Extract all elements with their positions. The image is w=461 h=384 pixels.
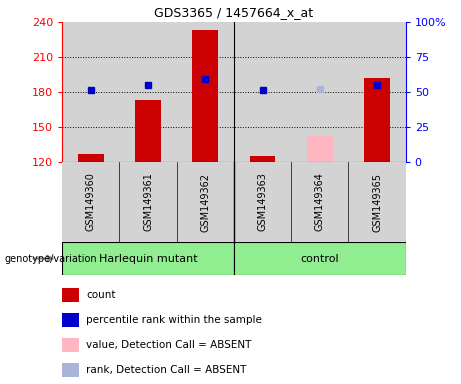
Bar <box>62 242 234 275</box>
Text: control: control <box>301 253 339 263</box>
Title: GDS3365 / 1457664_x_at: GDS3365 / 1457664_x_at <box>154 7 313 20</box>
Text: Harlequin mutant: Harlequin mutant <box>99 253 197 263</box>
Bar <box>234 242 406 275</box>
Text: GSM149364: GSM149364 <box>315 172 325 232</box>
Text: GSM149363: GSM149363 <box>258 172 267 232</box>
Bar <box>119 22 177 162</box>
Bar <box>62 313 79 327</box>
Text: rank, Detection Call = ABSENT: rank, Detection Call = ABSENT <box>86 365 247 375</box>
Bar <box>291 162 349 242</box>
Text: genotype/variation: genotype/variation <box>5 253 97 263</box>
Bar <box>349 22 406 162</box>
Bar <box>192 30 218 162</box>
Bar <box>62 22 119 162</box>
Text: GSM149360: GSM149360 <box>86 172 96 232</box>
Bar <box>234 22 291 162</box>
Text: GSM149361: GSM149361 <box>143 172 153 232</box>
Bar <box>119 162 177 242</box>
Text: count: count <box>86 290 116 300</box>
Bar <box>62 288 79 302</box>
Text: percentile rank within the sample: percentile rank within the sample <box>86 315 262 325</box>
Bar <box>349 162 406 242</box>
Bar <box>291 22 349 162</box>
Bar <box>250 156 276 162</box>
Bar <box>135 100 161 162</box>
Text: GSM149365: GSM149365 <box>372 172 382 232</box>
Bar <box>177 162 234 242</box>
Bar <box>364 78 390 162</box>
Bar <box>234 162 291 242</box>
Text: GSM149362: GSM149362 <box>201 172 210 232</box>
Bar <box>62 162 119 242</box>
Bar <box>62 338 79 352</box>
Bar <box>78 154 104 162</box>
Bar <box>177 22 234 162</box>
Text: value, Detection Call = ABSENT: value, Detection Call = ABSENT <box>86 340 252 350</box>
Bar <box>62 363 79 377</box>
Bar <box>307 136 333 162</box>
